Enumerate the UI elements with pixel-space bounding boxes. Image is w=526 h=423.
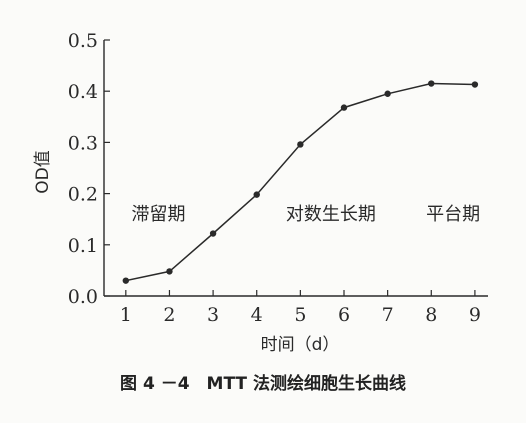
data-point <box>428 80 435 87</box>
data-point <box>340 104 348 111</box>
y-tick-label: 0.2 <box>68 184 98 206</box>
phase-label: 平台期 <box>426 204 480 225</box>
ticks: 0.0 0.1 0.2 0.3 0.4 0.5 1 2 3 4 5 6 7 8 9 <box>68 30 481 326</box>
x-tick-label: 6 <box>338 304 350 326</box>
data-point <box>253 191 260 198</box>
y-tick-label: 0.0 <box>68 286 98 308</box>
phase-label: 对数生长期 <box>286 204 376 225</box>
data-point <box>166 268 173 275</box>
data-point <box>384 90 391 97</box>
data-point <box>122 277 130 284</box>
x-tick-label: 9 <box>469 304 481 326</box>
x-tick-label: 4 <box>251 304 263 326</box>
x-tick-label: 2 <box>163 304 175 326</box>
axes <box>103 40 488 297</box>
figure-caption: 图 4 －4 MTT 法测绘细胞生长曲线 <box>120 374 406 394</box>
x-tick-label: 7 <box>382 304 394 326</box>
data-point <box>471 81 479 88</box>
x-tick-label: 5 <box>294 304 306 326</box>
data-point <box>297 141 304 148</box>
y-tick-label: 0.4 <box>68 81 98 103</box>
x-tick-label: 1 <box>120 304 132 326</box>
y-tick-label: 0.5 <box>68 30 98 52</box>
phase-label: 滞留期 <box>132 204 186 225</box>
series <box>122 80 479 284</box>
x-tick-label: 3 <box>207 304 219 326</box>
y-tick-label: 0.3 <box>68 132 98 154</box>
y-tick-label: 0.1 <box>68 235 98 257</box>
data-point <box>209 230 217 237</box>
x-tick-label: 8 <box>425 304 437 326</box>
y-axis-label: OD值 <box>33 150 53 193</box>
x-axis-label: 时间（d） <box>261 335 340 355</box>
growth-curve-line <box>125 82 475 282</box>
